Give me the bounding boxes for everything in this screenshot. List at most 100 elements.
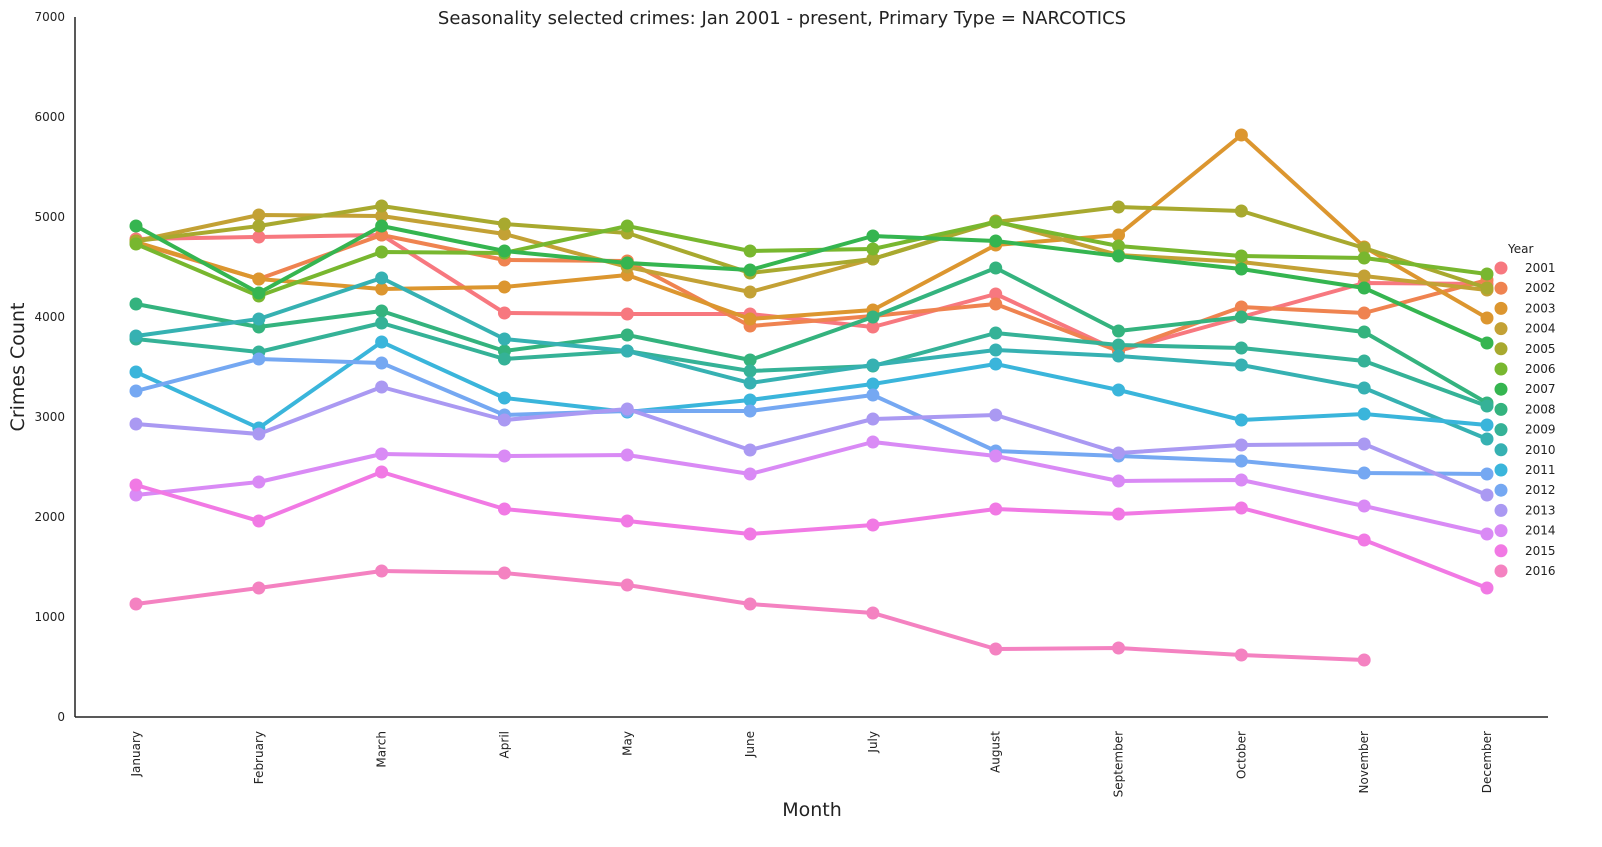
data-point — [497, 413, 511, 427]
series-layer — [129, 128, 1494, 667]
series-line — [134, 321, 1489, 408]
data-point — [1234, 204, 1248, 218]
data-point — [620, 514, 634, 528]
data-point — [252, 219, 266, 233]
data-point — [1234, 413, 1248, 427]
data-point — [866, 606, 880, 620]
data-point — [252, 208, 266, 222]
data-point — [866, 310, 880, 324]
y-tick-label: 2000 — [34, 510, 65, 524]
x-tick-label: March — [375, 731, 389, 768]
legend-label: 2011 — [1525, 463, 1556, 477]
data-point — [620, 328, 634, 342]
x-tick-label: December — [1480, 731, 1494, 793]
x-tick-label: August — [989, 731, 1003, 773]
data-point — [1357, 653, 1371, 667]
data-point — [129, 478, 143, 492]
data-point — [1234, 501, 1248, 515]
legend-label: 2003 — [1525, 301, 1556, 315]
y-tick-labels: 0 1000 2000 3000 4000 5000 6000 7000 — [34, 10, 65, 724]
data-point — [375, 564, 389, 578]
legend-label: 2010 — [1525, 443, 1556, 457]
data-point — [497, 244, 511, 258]
data-point — [620, 219, 634, 233]
data-point — [866, 518, 880, 532]
data-point — [743, 263, 757, 277]
data-point — [1234, 249, 1248, 263]
data-point — [252, 352, 266, 366]
data-point — [1480, 267, 1494, 281]
series-2005 — [129, 199, 1494, 295]
data-point — [620, 448, 634, 462]
series-line — [134, 224, 1489, 345]
legend-marker — [1494, 342, 1508, 356]
data-point — [989, 215, 1003, 229]
legend-label: 2013 — [1525, 503, 1556, 517]
y-tick-label: 7000 — [34, 10, 65, 24]
legend-label: 2004 — [1525, 322, 1556, 336]
x-tick-label: July — [866, 731, 880, 754]
series-line — [134, 266, 1489, 405]
data-point — [1234, 358, 1248, 372]
data-point — [1357, 381, 1371, 395]
legend-label: 2002 — [1525, 281, 1556, 295]
data-point — [129, 219, 143, 233]
data-point — [1480, 311, 1494, 325]
data-point — [620, 344, 634, 358]
data-point — [375, 245, 389, 259]
data-point — [620, 578, 634, 592]
data-point — [1357, 306, 1371, 320]
series-line — [134, 340, 1489, 430]
data-point — [375, 209, 389, 223]
data-point — [866, 252, 880, 266]
y-tick-label: 5000 — [34, 210, 65, 224]
data-point — [1234, 262, 1248, 276]
data-point — [989, 326, 1003, 340]
legend-marker — [1494, 281, 1508, 295]
legend-title: Year — [1507, 242, 1533, 256]
data-point — [1480, 467, 1494, 481]
data-point — [989, 357, 1003, 371]
x-tick-labels: January February March April May June July Augu… — [129, 731, 1494, 798]
data-point — [375, 271, 389, 285]
data-point — [129, 237, 143, 251]
legend-label: 2007 — [1525, 382, 1556, 396]
data-point — [1112, 249, 1126, 263]
data-point — [497, 306, 511, 320]
data-point — [497, 352, 511, 366]
data-point — [375, 447, 389, 461]
data-point — [1112, 200, 1126, 214]
data-point — [743, 404, 757, 418]
data-point — [1480, 432, 1494, 446]
data-point — [1480, 281, 1494, 295]
data-point — [989, 287, 1003, 301]
data-point — [989, 408, 1003, 422]
data-point — [129, 329, 143, 343]
data-point — [1112, 228, 1126, 242]
data-point — [1112, 383, 1126, 397]
data-point — [743, 376, 757, 390]
data-point — [375, 282, 389, 296]
data-point — [252, 581, 266, 595]
legend-label: 2016 — [1525, 564, 1556, 578]
data-point — [252, 427, 266, 441]
data-point — [620, 256, 634, 270]
data-point — [497, 391, 511, 405]
series-2014 — [129, 435, 1494, 541]
legend: 2001 2002 2003 2004 2005 2006 2007 2008 2009 2010… — [1494, 261, 1556, 578]
data-point — [1357, 437, 1371, 451]
data-point — [129, 384, 143, 398]
y-tick-label: 6000 — [34, 110, 65, 124]
data-point — [866, 412, 880, 426]
data-point — [1234, 454, 1248, 468]
data-point — [1480, 336, 1494, 350]
data-point — [497, 227, 511, 241]
data-point — [129, 597, 143, 611]
y-tick-label: 4000 — [34, 310, 65, 324]
data-point — [1357, 354, 1371, 368]
data-point — [1234, 438, 1248, 452]
legend-label: 2008 — [1525, 402, 1556, 416]
data-point — [252, 475, 266, 489]
legend-marker — [1494, 362, 1508, 376]
data-point — [743, 393, 757, 407]
